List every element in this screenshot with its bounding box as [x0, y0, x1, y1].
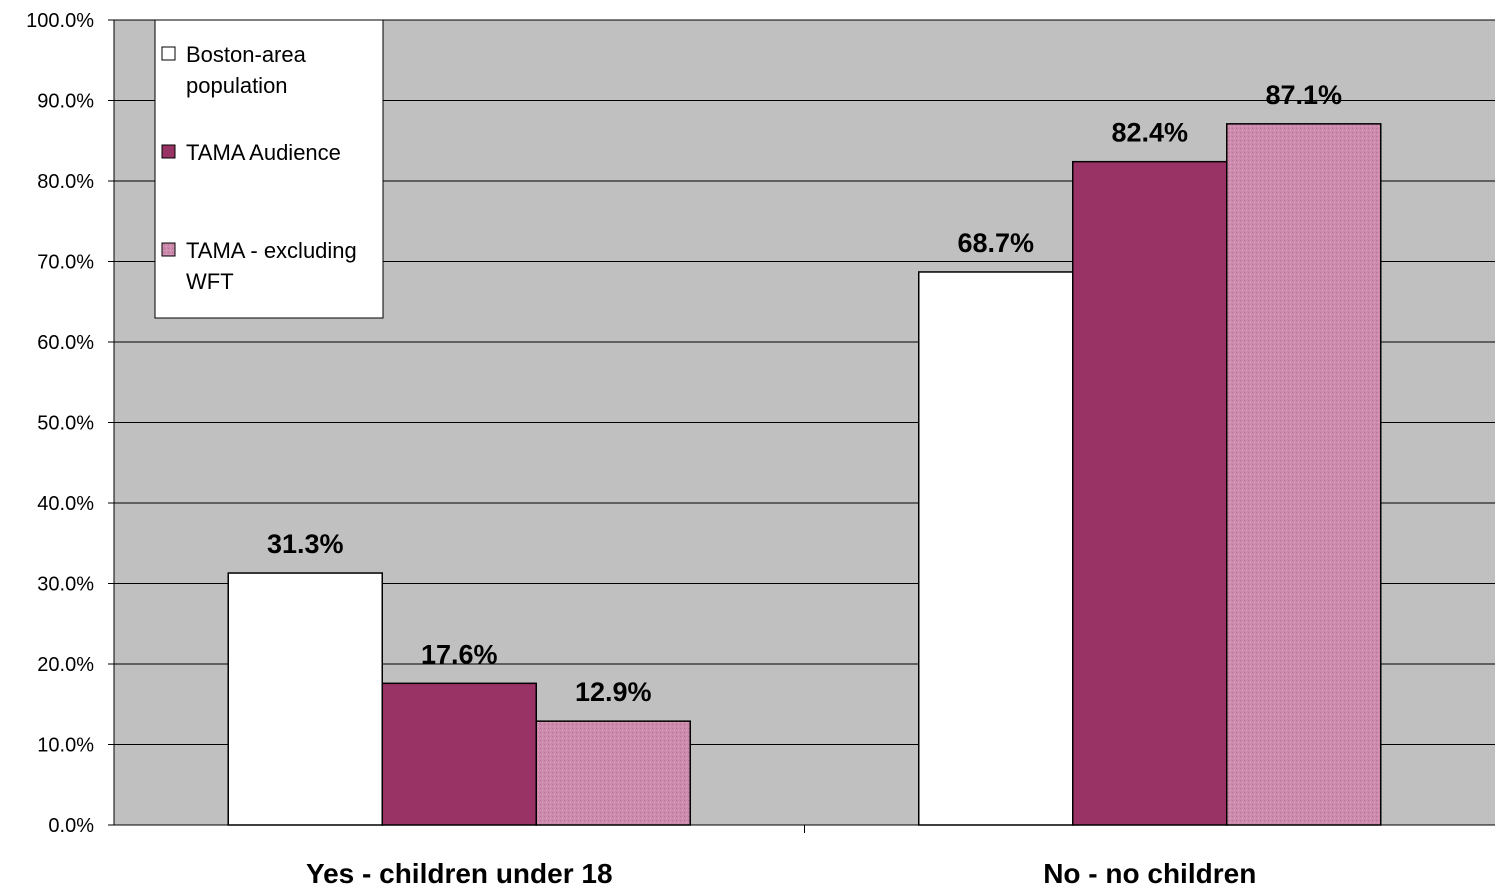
y-tick-label: 90.0% [37, 91, 94, 113]
y-tick-label: 20.0% [37, 654, 94, 676]
legend-label: Boston-area [186, 42, 307, 67]
bar-0-2 [535, 720, 691, 826]
bar-0-1 [381, 682, 537, 826]
bar-0-0 [227, 572, 383, 826]
legend-label: WFT [186, 269, 234, 294]
y-tick-label: 100.0% [26, 10, 94, 32]
y-tick-label: 0.0% [48, 815, 94, 837]
y-tick-label: 80.0% [37, 171, 94, 193]
y-tick-label: 40.0% [37, 493, 94, 515]
y-tick-label: 30.0% [37, 574, 94, 596]
bar-1-0 [918, 271, 1074, 826]
data-label: 68.7% [957, 228, 1034, 258]
data-label: 12.9% [575, 677, 652, 707]
y-tick-label: 70.0% [37, 252, 94, 274]
data-label: 31.3% [267, 529, 344, 559]
x-category-label: Yes - children under 18 [306, 858, 613, 889]
y-tick-label: 10.0% [37, 735, 94, 757]
bar-1-2 [1226, 123, 1382, 826]
y-tick-label: 60.0% [37, 332, 94, 354]
bar-1-1 [1072, 160, 1228, 826]
data-label: 17.6% [421, 639, 498, 669]
legend-swatch-0 [161, 46, 176, 61]
legend-swatch-2 [161, 242, 176, 257]
y-tick-label: 50.0% [37, 413, 94, 435]
legend-swatch-1 [161, 144, 176, 159]
data-label: 87.1% [1265, 80, 1342, 110]
legend-box [154, 19, 384, 319]
legend-label: population [186, 73, 288, 98]
legend-label: TAMA Audience [186, 140, 341, 165]
legend-label: TAMA - excluding [186, 238, 357, 263]
data-label: 82.4% [1111, 118, 1188, 148]
x-category-label: No - no children [1043, 858, 1256, 889]
